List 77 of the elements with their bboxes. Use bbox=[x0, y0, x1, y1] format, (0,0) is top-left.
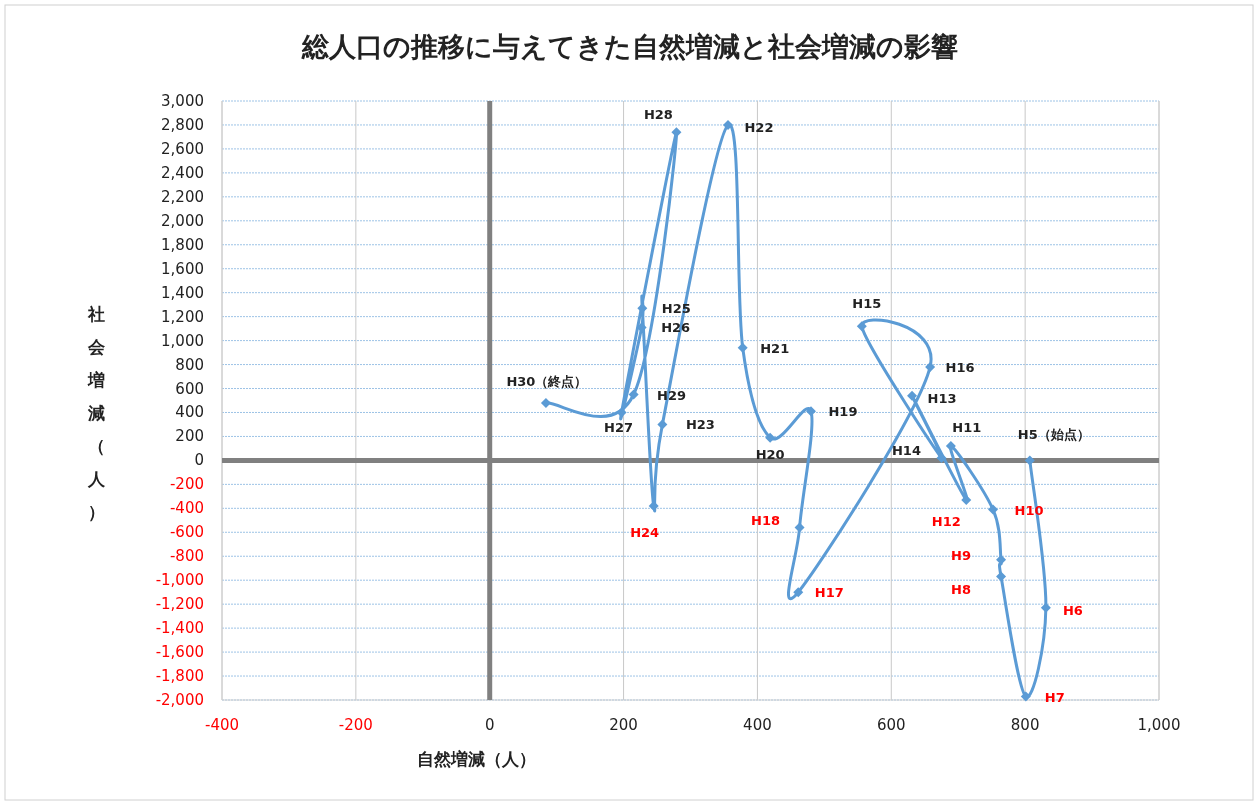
annotation: H18 bbox=[751, 513, 781, 529]
y-tick-label: -200 bbox=[169, 475, 204, 494]
point bbox=[996, 554, 1007, 565]
annotation: H9 bbox=[951, 547, 972, 563]
annotation: H6 bbox=[1062, 602, 1083, 618]
y-tick-label: -400 bbox=[169, 499, 204, 518]
y-tick-label: 200 bbox=[175, 427, 204, 446]
annotation: H13 bbox=[927, 390, 957, 406]
y-tick-label: 1,800 bbox=[161, 235, 204, 254]
y-tick-label: 0 bbox=[194, 451, 204, 470]
y-tick-label: 400 bbox=[175, 403, 204, 422]
point bbox=[722, 119, 733, 130]
y-tick-label: -800 bbox=[169, 547, 204, 566]
y-tick-label: 1,200 bbox=[161, 307, 204, 326]
y-tick-label: 2,600 bbox=[161, 139, 204, 158]
annotation: H21 bbox=[760, 340, 790, 356]
annotation: H5（始点） bbox=[1017, 427, 1090, 443]
point bbox=[628, 389, 639, 400]
point bbox=[793, 587, 804, 598]
x-tick-label: -200 bbox=[338, 716, 373, 734]
chart-title: 総人口の推移に与えてきた自然増減と社会増減の影響 bbox=[301, 31, 958, 62]
y-tick-label: 3,000 bbox=[161, 92, 204, 110]
y-tick-label: -1,400 bbox=[155, 619, 204, 638]
point bbox=[794, 522, 805, 533]
point bbox=[907, 390, 918, 401]
annotation: H7 bbox=[1044, 690, 1065, 706]
annotation: H12 bbox=[931, 513, 961, 529]
y-tick-label: 1,600 bbox=[161, 259, 204, 278]
y-tick-label: -1,800 bbox=[155, 667, 204, 686]
annotation: H24 bbox=[630, 524, 660, 540]
point bbox=[1020, 691, 1031, 702]
y-tick-label: 1,000 bbox=[161, 331, 204, 350]
y-tick-label: 1,400 bbox=[161, 283, 204, 302]
point bbox=[856, 321, 867, 332]
x-tick-label: 0 bbox=[484, 716, 495, 734]
x-axis-title: 自然増減（人） bbox=[416, 749, 536, 769]
point bbox=[540, 397, 551, 408]
point bbox=[936, 453, 947, 463]
annotation: H17 bbox=[814, 585, 844, 601]
annotation: H20 bbox=[755, 446, 785, 462]
point bbox=[737, 342, 748, 353]
x-tick-label: 400 bbox=[743, 716, 772, 734]
y-tick-label: -600 bbox=[169, 523, 204, 542]
point bbox=[805, 406, 816, 417]
annotation: H28 bbox=[643, 107, 673, 123]
y-axis-title: 社会増減（人） bbox=[86, 304, 106, 522]
annotation: H27 bbox=[604, 420, 634, 436]
point bbox=[657, 419, 668, 430]
y-tick-label: -2,000 bbox=[155, 691, 204, 709]
y-tick-label: 2,400 bbox=[161, 163, 204, 182]
x-tick-label: 1,000 bbox=[1137, 716, 1181, 734]
annotation: H16 bbox=[945, 359, 975, 375]
y-tick-label: 2,000 bbox=[161, 211, 204, 230]
x-tick-label: 200 bbox=[609, 716, 638, 734]
y-tick-label: -1,200 bbox=[155, 595, 204, 614]
point bbox=[996, 571, 1007, 582]
point bbox=[988, 504, 999, 515]
point bbox=[765, 432, 776, 443]
y-tick-label: 2,800 bbox=[161, 115, 204, 134]
annotation: H11 bbox=[952, 420, 982, 436]
x-tick-label: -400 bbox=[204, 716, 240, 734]
annotation: H22 bbox=[744, 119, 774, 135]
y-tick-label: -1,600 bbox=[155, 643, 204, 662]
annotation: H30（終点） bbox=[506, 373, 588, 389]
annotation: H8 bbox=[951, 581, 972, 597]
point bbox=[1024, 455, 1035, 466]
point bbox=[925, 361, 936, 372]
y-tick-label: 2,200 bbox=[161, 187, 204, 206]
annotation: H23 bbox=[685, 417, 715, 433]
y-tick-label: 800 bbox=[175, 355, 204, 374]
x-tick-label: 800 bbox=[1010, 716, 1040, 734]
y-tick-label: 600 bbox=[175, 379, 204, 398]
x-tick-label: 600 bbox=[876, 716, 906, 734]
annotation: H14 bbox=[891, 443, 921, 458]
y-tick-label: -1,000 bbox=[155, 571, 204, 590]
annotation: H15 bbox=[852, 296, 882, 312]
annotation: H19 bbox=[828, 404, 858, 420]
